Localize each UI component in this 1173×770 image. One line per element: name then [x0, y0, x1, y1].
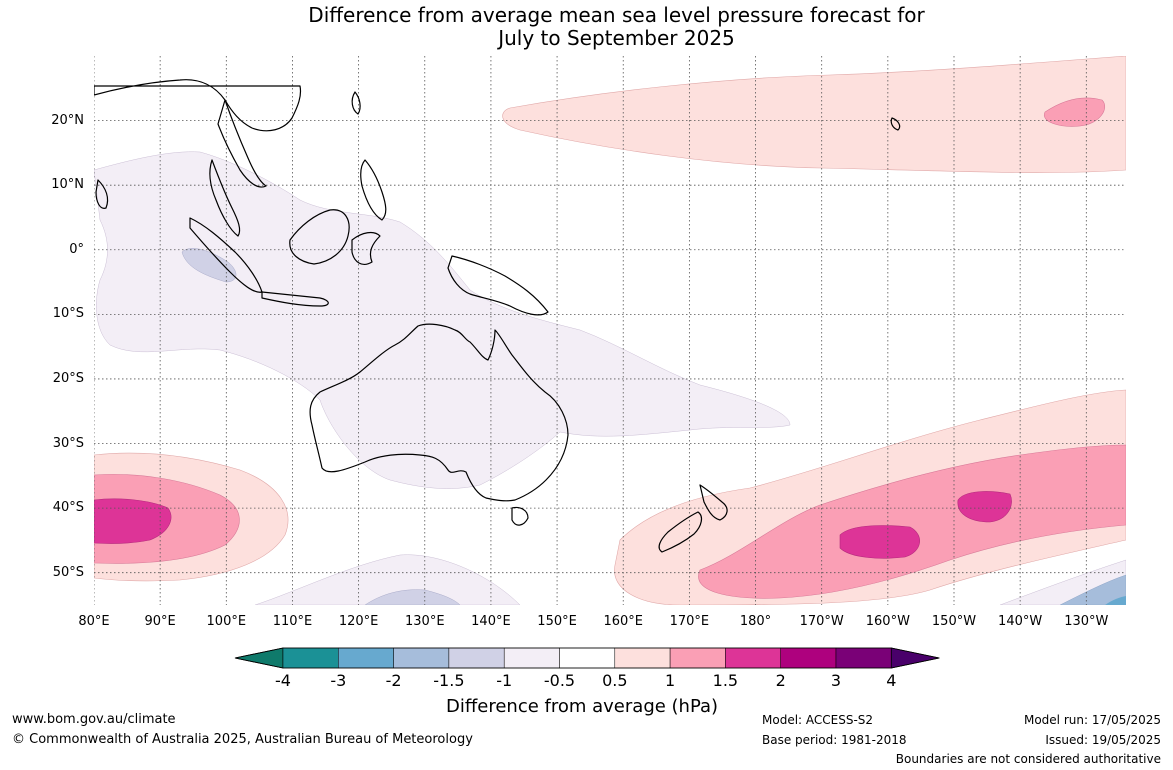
latitude-label: 0°: [69, 241, 84, 257]
copyright-text: © Commonwealth of Australia 2025, Austra…: [12, 732, 473, 747]
latitude-label: 20°S: [52, 370, 84, 386]
disclaimer-text: Boundaries are not considered authoritat…: [895, 752, 1161, 766]
latitude-label: 10°S: [52, 306, 84, 322]
longitude-label: 130°E: [405, 614, 445, 629]
colorbar-tick-label: 3: [830, 671, 842, 690]
longitude-label: 180°: [739, 614, 772, 629]
north-pacific-high-region: [502, 56, 1126, 173]
malay-peninsula-coastline: [209, 159, 241, 237]
colorbar-tick-label: -4: [275, 671, 291, 690]
colorbar-tick-label: 0.5: [602, 671, 628, 690]
issued-text: Issued: 19/05/2025: [1045, 733, 1161, 747]
hawaii-coastline: [890, 117, 901, 131]
longitude-label: 140°E: [471, 614, 511, 629]
southern-ocean-low-outer: [254, 554, 521, 605]
latitude-label: 40°S: [52, 500, 84, 516]
indochina-coastline: [217, 99, 267, 188]
southern-ocean-low-inner: [364, 589, 461, 605]
colorbar-label: Difference from average (hPa): [446, 696, 719, 717]
longitude-label: 100°E: [206, 614, 247, 629]
southern-ocean-far-low-core: [1105, 596, 1126, 605]
australia-coastline: [309, 323, 569, 502]
longitude-label: 170°W: [799, 614, 844, 629]
colorbar-tick-label: -0.5: [543, 671, 576, 690]
tasman-pacific-high-core-b: [957, 491, 1012, 523]
tasman-pacific-high-mid: [698, 444, 1126, 599]
longitude-label: 120°E: [338, 614, 379, 629]
longitude-label: 140°W: [998, 614, 1043, 629]
colorbar-tick-label: 1: [665, 671, 676, 690]
latitude-label: 30°S: [52, 435, 84, 451]
colorbar-tick-label: 1.5: [712, 671, 739, 690]
new-zealand-north: [699, 484, 728, 521]
tasman-pacific-high-core-a: [839, 525, 920, 559]
latitude-label: 20°N: [51, 112, 84, 128]
longitude-label: 170°E: [669, 614, 710, 629]
southern-ocean-far-low-mid: [1059, 574, 1126, 605]
mainland-southeast-asia-coastline: [94, 79, 302, 132]
philippines-coastline: [360, 159, 387, 221]
maritime-continent-low-region: [94, 151, 791, 489]
latitude-label: 50°S: [52, 564, 84, 580]
sri-lanka-coastline: [95, 179, 109, 209]
map-area: [94, 56, 1126, 605]
model-text: Model: ACCESS-S2: [762, 713, 874, 727]
java-coastline: [261, 291, 329, 307]
longitude-label: 90°E: [144, 614, 176, 629]
coastlines: [94, 79, 901, 553]
model-run-text: Model run: 17/05/2025: [1023, 713, 1161, 727]
chart-title: Difference from average mean sea level p…: [0, 4, 1173, 50]
colorbar-tick-label: -3: [330, 671, 347, 690]
base-period-text: Base period: 1981-2018: [762, 733, 907, 747]
longitude-label: 80°E: [78, 614, 110, 629]
north-pacific-core-region: [1043, 97, 1106, 127]
equatorial-indian-low-region: [181, 248, 237, 283]
longitude-label: 160°E: [603, 614, 643, 629]
new-zealand-south: [658, 511, 703, 553]
colorbar-tick-label: 2: [775, 671, 786, 690]
longitude-label: 130°W: [1064, 614, 1109, 629]
taiwan-coastline: [351, 91, 361, 115]
longitude-label: 160°W: [865, 614, 910, 629]
colorbar-tick-label: -1.5: [433, 671, 465, 690]
longitude-label: 150°E: [537, 614, 577, 629]
tasmania-coastline: [511, 506, 529, 526]
longitude-label: 110°E: [272, 614, 313, 629]
colorbar-tick-label: 4: [886, 671, 897, 690]
new-guinea-coastline: [447, 255, 549, 316]
latitude-label: 10°N: [51, 177, 84, 193]
title-line-1: Difference from average mean sea level p…: [308, 3, 925, 27]
colorbar-tick-label: -1: [496, 671, 513, 690]
website-link[interactable]: www.bom.gov.au/climate: [12, 712, 176, 727]
longitude-label: 150°W: [931, 614, 977, 629]
sulawesi-coastline: [351, 231, 381, 265]
title-line-2: July to September 2025: [498, 26, 735, 50]
southern-indian-high-core: [94, 498, 172, 544]
colorbar-tick-label: -2: [385, 671, 402, 690]
borneo-coastline: [289, 209, 350, 265]
graticule: [94, 56, 1126, 605]
